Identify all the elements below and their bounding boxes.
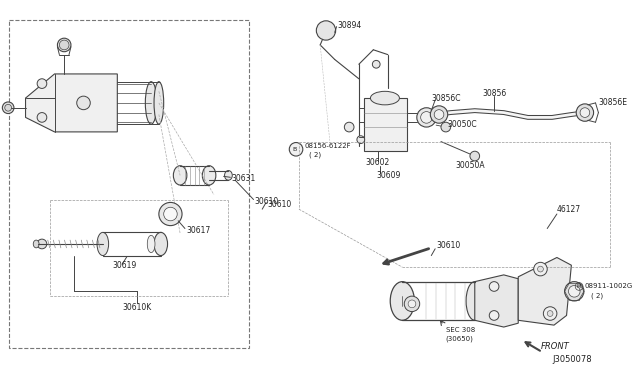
Circle shape	[289, 142, 303, 156]
Ellipse shape	[371, 91, 399, 105]
Circle shape	[576, 104, 593, 121]
Circle shape	[164, 207, 177, 221]
Circle shape	[357, 136, 365, 144]
Circle shape	[534, 262, 547, 276]
Text: 30619: 30619	[113, 261, 137, 270]
Text: 30856: 30856	[483, 89, 507, 98]
Text: (30650): (30650)	[446, 336, 474, 342]
Text: 30617: 30617	[187, 226, 211, 235]
Circle shape	[489, 282, 499, 291]
Text: 08156-6122F: 08156-6122F	[305, 143, 351, 150]
Circle shape	[316, 21, 335, 40]
Ellipse shape	[33, 240, 39, 248]
Circle shape	[430, 106, 448, 123]
Text: 08911-1002G: 08911-1002G	[585, 283, 633, 289]
Ellipse shape	[3, 102, 14, 113]
Text: M: M	[577, 284, 581, 289]
Circle shape	[408, 300, 416, 308]
Circle shape	[77, 96, 90, 110]
Ellipse shape	[4, 105, 12, 111]
Text: 46127: 46127	[557, 205, 581, 214]
Polygon shape	[475, 275, 518, 327]
Text: ( 2): ( 2)	[591, 293, 603, 299]
Circle shape	[543, 307, 557, 320]
Circle shape	[37, 113, 47, 122]
Circle shape	[372, 60, 380, 68]
Ellipse shape	[60, 40, 69, 50]
Ellipse shape	[147, 235, 155, 253]
Ellipse shape	[420, 112, 432, 123]
Circle shape	[568, 285, 580, 297]
Text: 30610K: 30610K	[122, 303, 151, 312]
Polygon shape	[161, 209, 173, 222]
Ellipse shape	[58, 38, 71, 52]
Ellipse shape	[37, 239, 47, 249]
Text: 30856C: 30856C	[431, 94, 461, 103]
Circle shape	[37, 79, 47, 89]
Bar	[9, 20, 249, 348]
Text: 30602: 30602	[365, 158, 390, 167]
Ellipse shape	[417, 108, 436, 127]
Circle shape	[441, 122, 451, 132]
Circle shape	[580, 108, 589, 118]
Text: 30894: 30894	[337, 21, 362, 30]
Ellipse shape	[390, 282, 414, 320]
Circle shape	[564, 282, 584, 301]
Text: J3050078: J3050078	[552, 355, 592, 365]
Ellipse shape	[97, 232, 109, 256]
Circle shape	[470, 151, 479, 161]
Circle shape	[344, 122, 354, 132]
Text: 30631: 30631	[231, 174, 255, 183]
Text: 30050A: 30050A	[456, 161, 485, 170]
Text: 30610: 30610	[255, 197, 279, 206]
Text: 30050C: 30050C	[448, 120, 477, 129]
Text: FRONT: FRONT	[540, 342, 569, 351]
Text: 30610: 30610	[267, 200, 291, 209]
Circle shape	[547, 311, 553, 317]
Circle shape	[434, 110, 444, 119]
Ellipse shape	[154, 82, 164, 124]
Ellipse shape	[202, 166, 216, 185]
Circle shape	[538, 266, 543, 272]
Ellipse shape	[145, 82, 157, 124]
Polygon shape	[26, 74, 117, 132]
Bar	[364, 98, 407, 151]
Text: B: B	[292, 147, 296, 152]
Polygon shape	[518, 257, 572, 325]
Ellipse shape	[154, 232, 168, 256]
Ellipse shape	[225, 170, 232, 180]
Circle shape	[159, 202, 182, 225]
Text: SEC 308: SEC 308	[446, 327, 475, 333]
Ellipse shape	[173, 166, 187, 185]
Text: 30609: 30609	[376, 171, 401, 180]
Text: 30856E: 30856E	[598, 99, 627, 108]
Circle shape	[404, 296, 420, 312]
Circle shape	[489, 311, 499, 320]
Text: ( 2): ( 2)	[308, 152, 321, 158]
Ellipse shape	[466, 282, 483, 320]
Text: 30610: 30610	[436, 241, 460, 250]
